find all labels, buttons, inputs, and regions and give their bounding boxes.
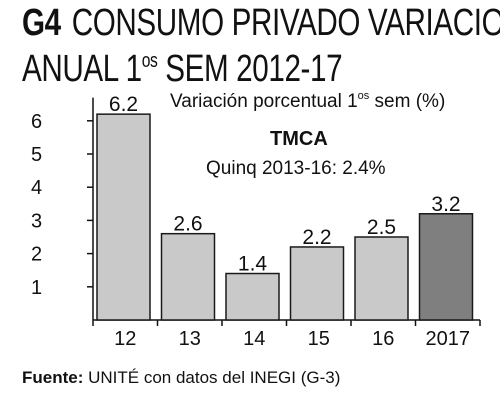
title-text-2a: ANUAL 1 [22, 48, 142, 90]
source-label: Fuente: [22, 368, 84, 387]
bar-14 [225, 272, 280, 321]
chart-subtitle: Variación porcentual 1os sem (%) [170, 90, 445, 113]
subtitle-pre: Variación porcentual 1 [170, 91, 358, 112]
data-label-14: 1.4 [238, 253, 268, 276]
chart-title: G4 CONSUMO PRIVADO VARIACION ANUAL 1os SE… [22, 2, 500, 88]
title-text-2b: SEM 2012-17 [157, 48, 343, 90]
y-tick-label: 3 [31, 210, 42, 232]
y-tick-label: 1 [31, 277, 42, 299]
data-label-2017: 3.2 [431, 193, 460, 216]
subtitle-post: sem (%) [369, 91, 446, 112]
title-superscript: os [141, 50, 158, 72]
y-tick-label: 2 [31, 244, 42, 266]
annotation-title: TMCA [270, 128, 328, 150]
data-label-12: 6.2 [109, 93, 138, 116]
x-tick-label-13: 13 [179, 328, 201, 350]
bar-12 [96, 113, 151, 321]
source-text: UNITÉ con datos del INEGI (G-3) [83, 368, 341, 387]
y-tick-label: 6 [31, 111, 42, 133]
bar-15 [289, 246, 345, 321]
y-tick-label: 5 [31, 144, 42, 166]
x-tick-label-14: 14 [243, 328, 265, 350]
title-line-1: G4 CONSUMO PRIVADO VARIACION [22, 2, 500, 44]
data-label-15: 2.2 [302, 226, 331, 249]
title-text-1: CONSUMO PRIVADO VARIACION [71, 2, 500, 44]
data-label-13: 2.6 [173, 213, 202, 236]
x-tick-label-2017: 2017 [426, 328, 471, 350]
x-tick-label-16: 16 [372, 328, 394, 350]
annotation-body: Quinq 2013-16: 2.4% [206, 158, 386, 179]
x-tick-label-15: 15 [308, 328, 330, 350]
x-tick-label-12: 12 [114, 328, 136, 350]
bar-13 [160, 232, 216, 321]
bar-2017 [418, 213, 474, 321]
data-label-16: 2.5 [367, 216, 396, 239]
title-line-2: ANUAL 1os SEM 2012-17 [22, 42, 389, 88]
figure-code: G4 [22, 2, 61, 44]
subtitle-superscript: os [357, 90, 370, 102]
source-note: Fuente: UNITÉ con datos del INEGI (G-3) [22, 368, 340, 388]
y-tick-label: 4 [31, 177, 42, 199]
bar-16 [354, 236, 409, 321]
